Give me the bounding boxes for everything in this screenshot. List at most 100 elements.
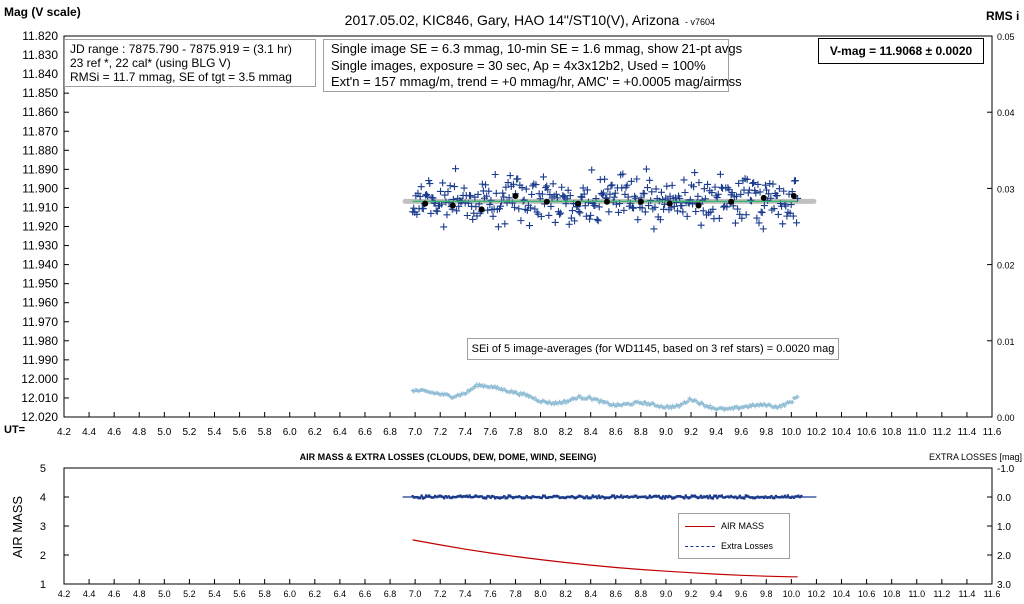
data-point — [681, 188, 689, 196]
data-point — [698, 196, 706, 204]
data-point — [638, 204, 646, 212]
extra-losses-point — [522, 497, 525, 500]
extra-losses-point — [412, 496, 416, 499]
data-point — [641, 208, 649, 216]
y-tick-label: 11.980 — [22, 334, 58, 348]
extra-losses-point — [563, 496, 566, 500]
data-point — [775, 185, 783, 193]
bottom-y2-tick-label: 2.0 — [997, 551, 1011, 562]
exposure-text: Single images, exposure = 30 sec, Ap = 4… — [331, 57, 706, 73]
airmass-panel: AIR MASS & EXTRA LOSSES (CLOUDS, DEW, DO… — [10, 452, 1022, 599]
top-x-axis-label: UT= — [4, 424, 25, 436]
extra-losses-point — [620, 494, 623, 497]
data-point — [587, 211, 595, 219]
extra-losses-point — [587, 496, 590, 500]
rms-point — [746, 405, 751, 410]
y2-tick-label: 0.00 — [997, 413, 1015, 423]
extra-losses-point — [668, 494, 671, 498]
rms-text: RMSi = 11.7 mmag, SE of tgt = 3.5 mmag — [70, 70, 292, 84]
rms-point — [563, 401, 568, 406]
data-point — [700, 185, 708, 193]
extra-losses-point — [731, 495, 734, 499]
rms-point — [513, 389, 518, 394]
extra-losses-point — [695, 495, 698, 499]
extra-losses-point — [423, 496, 426, 499]
rms-point — [522, 391, 527, 396]
data-point — [537, 212, 545, 220]
extra-losses-point — [743, 497, 746, 500]
data-point — [691, 169, 699, 177]
data-point — [754, 180, 762, 188]
bottom-x-tick-label: 8.2 — [559, 589, 572, 599]
extra-losses-point — [546, 496, 549, 500]
extra-losses-point — [463, 495, 467, 498]
extra-losses-point — [669, 495, 672, 499]
extra-losses-point — [496, 496, 500, 499]
extra-losses-point — [699, 494, 703, 498]
data-point — [646, 176, 654, 184]
extra-losses-point — [484, 497, 488, 500]
extra-losses-point — [765, 496, 769, 499]
extra-losses-point — [543, 494, 546, 498]
x-tick-label: 7.6 — [483, 427, 497, 438]
extra-losses-point — [735, 496, 739, 500]
extra-losses-point — [677, 495, 680, 498]
bottom-x-tick-label: 9.6 — [735, 589, 748, 599]
data-point — [518, 184, 526, 192]
extra-losses-point — [597, 494, 600, 497]
extra-losses-point — [780, 495, 784, 498]
extra-losses-point — [599, 496, 602, 500]
top-y2-ticks: 0.00 0.01 0.02 0.03 0.04 0.05 — [987, 32, 1015, 423]
bottom-y2-ticks: -1.0 0.0 1.0 2.0 3.0 — [987, 464, 1015, 591]
extra-losses-point — [594, 495, 597, 498]
extra-losses-point — [800, 494, 803, 498]
jd-range-text: JD range : 7875.790 - 7875.919 = (3.1 hr… — [70, 42, 292, 56]
extra-losses-point — [492, 495, 495, 498]
extra-losses-point — [749, 496, 752, 499]
extra-losses-point — [411, 495, 414, 498]
extra-losses-point — [567, 495, 570, 499]
y-tick-label: 12.000 — [21, 372, 58, 386]
extra-losses-point — [773, 496, 776, 500]
bottom-y-tick-label: 2 — [40, 550, 46, 562]
extra-losses-point — [519, 496, 522, 499]
x-tick-label: 7.2 — [433, 427, 447, 438]
rms-point — [585, 396, 590, 401]
extra-losses-point — [725, 495, 728, 499]
rms-point — [756, 403, 761, 408]
data-point — [571, 217, 579, 225]
data-point — [520, 196, 528, 204]
extra-losses-point — [785, 496, 788, 499]
data-point — [568, 207, 576, 215]
y-tick-label: 11.950 — [22, 277, 58, 291]
extra-losses-point — [448, 496, 452, 499]
data-point — [505, 194, 513, 202]
extra-losses-point — [752, 496, 755, 500]
extra-losses-point — [728, 496, 731, 499]
bottom-x-tick-label: 8.4 — [584, 589, 597, 599]
data-point — [499, 189, 507, 197]
rms-point — [782, 404, 787, 409]
extra-losses-point — [436, 495, 440, 498]
data-point — [746, 196, 754, 204]
extra-losses-point — [653, 495, 656, 498]
x-tick-label: 5.4 — [208, 427, 222, 438]
extra-losses-point — [495, 496, 498, 499]
extra-losses-point — [657, 494, 660, 498]
data-point — [549, 180, 557, 188]
extra-losses-point — [782, 496, 785, 499]
data-point — [501, 220, 509, 228]
x-tick-label: 10.6 — [857, 427, 877, 438]
rms-point — [552, 402, 557, 407]
extra-losses-point — [714, 494, 718, 497]
y-tick-label: 11.970 — [22, 315, 58, 329]
data-point — [692, 208, 700, 216]
bottom-y2-tick-label: 3.0 — [997, 580, 1011, 591]
extra-losses-point — [442, 496, 446, 500]
data-point — [460, 184, 468, 192]
data-point — [594, 217, 602, 225]
data-point — [656, 216, 664, 224]
extra-losses-point — [623, 495, 626, 498]
extra-losses-point — [517, 495, 521, 498]
data-point — [780, 187, 788, 195]
